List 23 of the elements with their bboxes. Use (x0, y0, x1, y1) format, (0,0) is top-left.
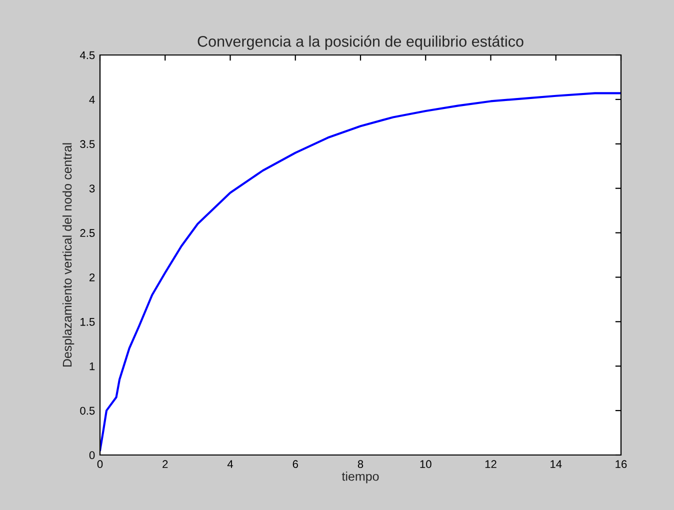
y-tick-label: 0 (89, 451, 95, 460)
x-axis-title: tiempo (342, 472, 379, 484)
y-axis-title: Desplazamiento vertical del nodo central (62, 143, 74, 367)
y-tick-label: 0.5 (80, 406, 95, 415)
y-tick-label: 1 (90, 362, 95, 370)
y-tick-label: 1.5 (80, 318, 95, 326)
x-tick-label: 4 (227, 460, 234, 468)
y-tick-label: 2.5 (80, 229, 95, 237)
x-tick-label: 16 (616, 460, 627, 468)
x-tick-label: 10 (420, 460, 432, 468)
chart-title: Convergencia a la posición de equilibrio estático (198, 35, 524, 50)
y-tick-label: 3 (89, 184, 95, 192)
y-tick-label: 4 (89, 96, 95, 104)
y-tick-label: 4.5 (80, 51, 95, 60)
y-tick-label: 2 (90, 273, 95, 282)
x-tick-label: 2 (162, 460, 168, 468)
x-tick-label: 8 (358, 460, 364, 468)
x-tick-label: 14 (550, 460, 562, 468)
line-series (100, 92, 621, 452)
x-tick-label: 0 (97, 460, 103, 468)
x-tick-label: 12 (485, 460, 496, 468)
y-tick-label: 3.5 (80, 140, 95, 148)
x-tick-label: 6 (292, 460, 298, 468)
